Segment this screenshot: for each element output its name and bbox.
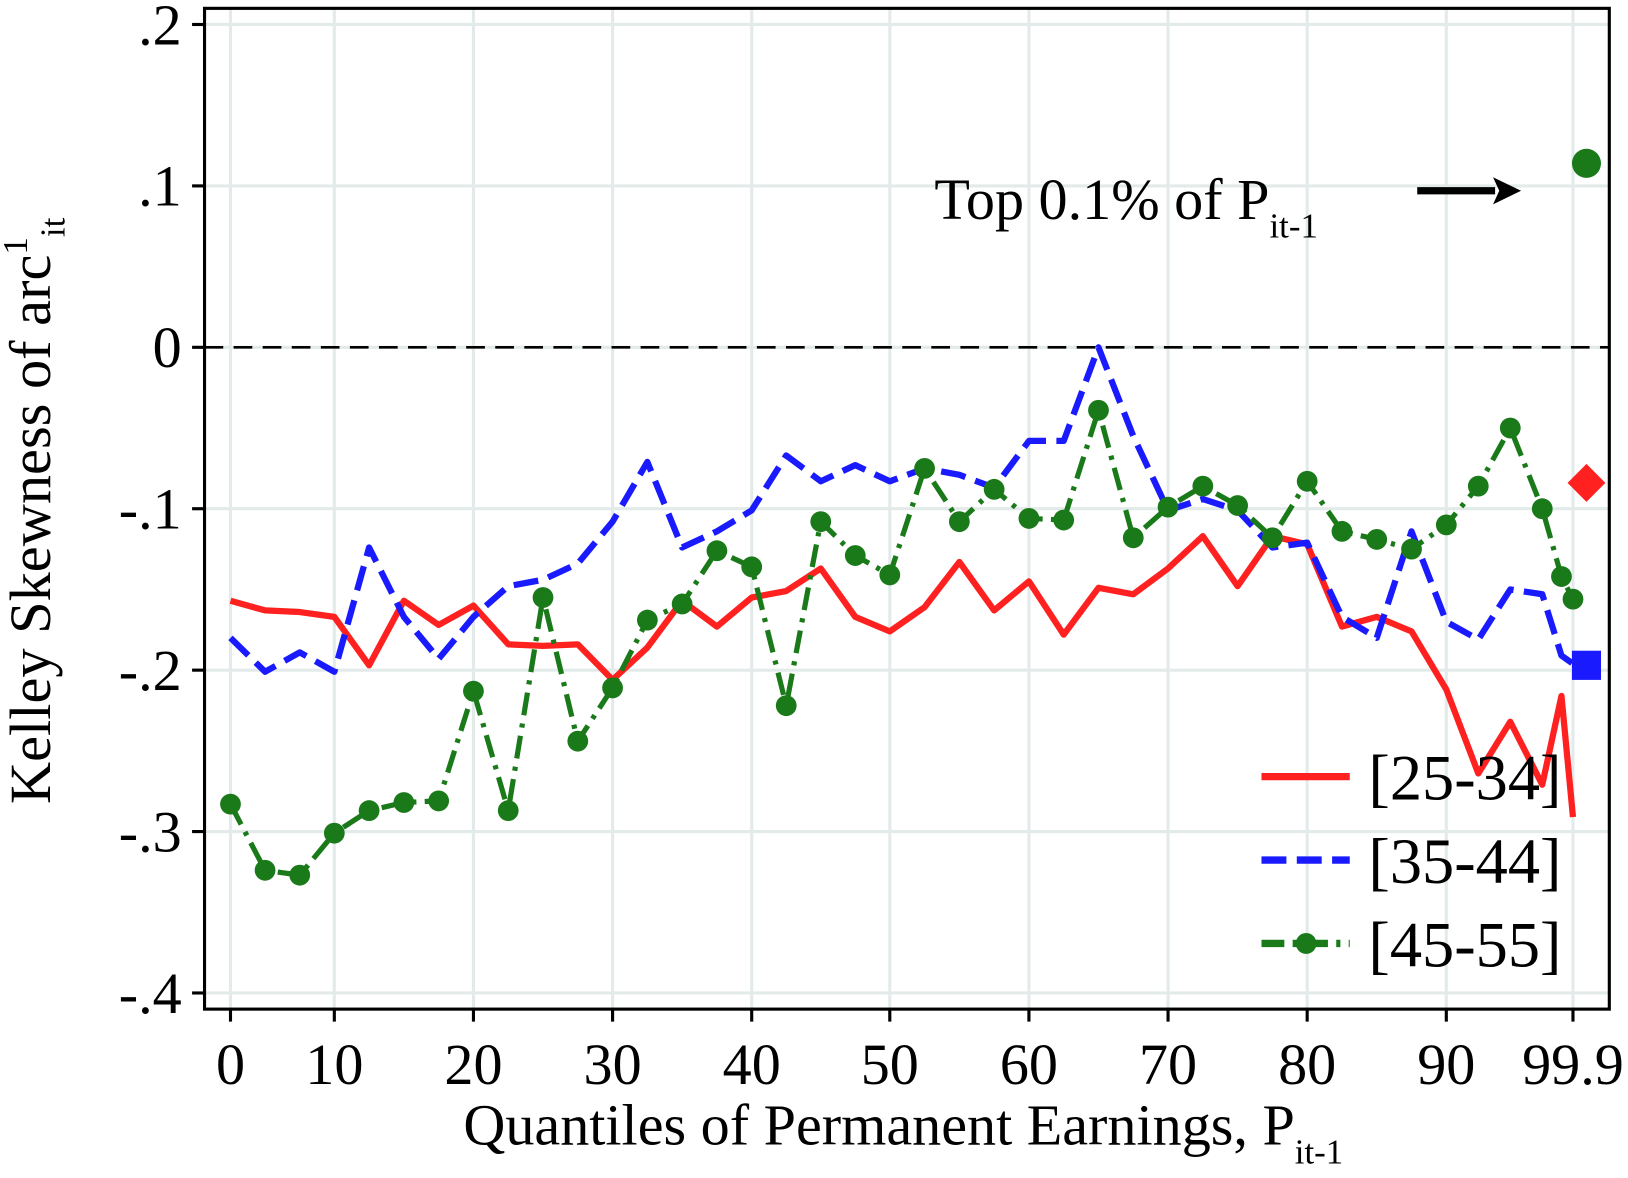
x-tick-label: 70 <box>1139 1032 1197 1097</box>
point <box>497 800 519 822</box>
x-tick-label: 20 <box>444 1032 502 1097</box>
annotation-main: Top 0.1% of P <box>934 167 1269 232</box>
point <box>775 695 797 717</box>
y-axis-label-main: Kelley Skewness of arc <box>0 255 63 804</box>
point <box>602 677 623 699</box>
x-tick-label: 40 <box>723 1032 781 1097</box>
legend-marker <box>1295 933 1317 954</box>
y-tick-label: .1 <box>138 154 182 219</box>
point <box>636 609 658 631</box>
point <box>1467 475 1489 497</box>
point <box>1262 527 1283 549</box>
arrow-head <box>1493 177 1522 205</box>
point <box>1531 498 1553 520</box>
x-tick-label: 80 <box>1278 1032 1336 1097</box>
point <box>1296 470 1318 492</box>
point <box>254 859 276 881</box>
plot <box>220 148 1606 886</box>
point <box>1551 566 1572 587</box>
point <box>1331 520 1353 542</box>
x-tick-label: 50 <box>861 1032 919 1097</box>
point <box>1499 417 1521 439</box>
annotation-sub: it-1 <box>1269 207 1317 246</box>
point <box>844 545 866 566</box>
x-axis-label-main: Quantiles of Permanent Earnings, P <box>463 1093 1294 1158</box>
point <box>220 793 241 815</box>
x-axis-label-sub: it-1 <box>1295 1132 1343 1171</box>
point <box>1088 399 1109 421</box>
x-axis-label: Quantiles of Permanent Earnings, Pit-1 <box>463 1093 1343 1172</box>
point <box>879 564 901 586</box>
x-tick-label: 90 <box>1417 1032 1475 1097</box>
point <box>671 593 693 615</box>
y-axis-label-sup: 1 <box>0 237 35 255</box>
x-tick-label: 99.9 <box>1522 1032 1624 1097</box>
legend-label: [45-55] <box>1368 909 1561 980</box>
point <box>463 680 484 702</box>
point <box>567 730 589 752</box>
point <box>1192 475 1214 497</box>
annotation: Top 0.1% of Pit-1 <box>934 167 1317 246</box>
point <box>393 792 415 813</box>
point <box>428 790 450 812</box>
point <box>1401 538 1422 560</box>
x-tick-label: 30 <box>584 1032 642 1097</box>
point <box>1122 527 1144 549</box>
x-tick-label: 10 <box>305 1032 363 1097</box>
y-tick-label: 0 <box>153 315 182 380</box>
point <box>532 587 554 608</box>
point <box>1435 514 1457 536</box>
series-line <box>229 533 1577 818</box>
legend-label: [25-34] <box>1368 742 1561 813</box>
point <box>323 822 345 844</box>
point <box>1227 495 1248 516</box>
point <box>706 540 728 562</box>
y-tick-label: -.2 <box>119 638 182 703</box>
point <box>810 511 832 533</box>
point <box>948 511 970 533</box>
point <box>1562 588 1584 610</box>
y-tick-label: -.1 <box>119 476 182 541</box>
point <box>1053 509 1075 531</box>
x-tick-label: 0 <box>216 1032 245 1097</box>
point <box>1157 496 1179 518</box>
top-marker <box>1571 650 1602 680</box>
point <box>1366 528 1388 550</box>
legend-label: [35-44] <box>1368 826 1561 897</box>
series-line <box>228 407 1576 878</box>
top-marker <box>1571 148 1602 178</box>
y-tick-label: .2 <box>138 0 182 57</box>
y-axis-label: Kelley Skewness of arc1it <box>0 217 72 804</box>
point <box>741 556 763 578</box>
x-tick-label: 60 <box>1000 1032 1058 1097</box>
point <box>983 478 1005 500</box>
point <box>358 800 380 822</box>
y-tick-label: -.4 <box>119 961 182 1026</box>
point <box>914 457 935 479</box>
point <box>1018 507 1040 529</box>
y-tick-label: -.3 <box>119 799 182 864</box>
y-axis-label-sub: it <box>33 217 72 237</box>
point <box>289 864 311 886</box>
